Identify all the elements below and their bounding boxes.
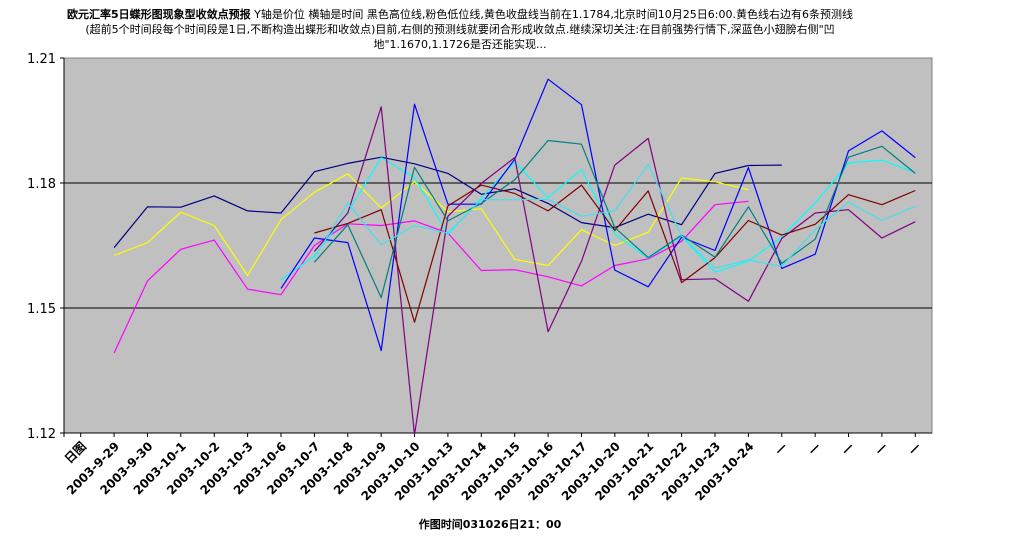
y-tick-label: 1.15 [27,302,56,317]
y-tick-label: 1.21 [27,52,56,67]
x-tick-label: 2003-10-24 [692,439,756,503]
series-line-pred_cyan2 [313,163,916,269]
chart-title: 欧元汇率5日蝶形图现象型收敛点预报 Y轴是价位 横轴是时间 黑色高位线,粉色低位… [60,7,860,52]
plot-area [63,57,933,434]
x-tick-label: — [805,439,823,457]
series-line-close [113,173,749,277]
x-tick-label: 日图 [62,439,89,466]
x-tick-label: — [872,439,890,457]
x-tick-label: — [772,439,790,457]
chart-title-bold: 欧元汇率5日蝶形图现象型收敛点预报 [66,8,251,21]
chart-footer: 作图时间031026日21：00 [0,516,1020,532]
series-line-low [113,200,749,354]
x-tick-label: — [905,439,923,457]
chart-title-rest: Y轴是价位 横轴是时间 黑色高位线,粉色低位线,黄色收盘线当前在1.1784,北… [85,8,854,51]
footer-text: 作图时间031026日21：00 [418,518,562,531]
series-line-high [113,156,782,248]
y-tick-label: 1.18 [27,177,56,192]
x-tick-label: — [838,439,856,457]
series-line-pred_maroon [314,184,916,323]
series-line-pred_teal [313,139,916,299]
series-line-pred_purple [313,106,916,436]
y-tick-label: 1.12 [27,427,56,442]
